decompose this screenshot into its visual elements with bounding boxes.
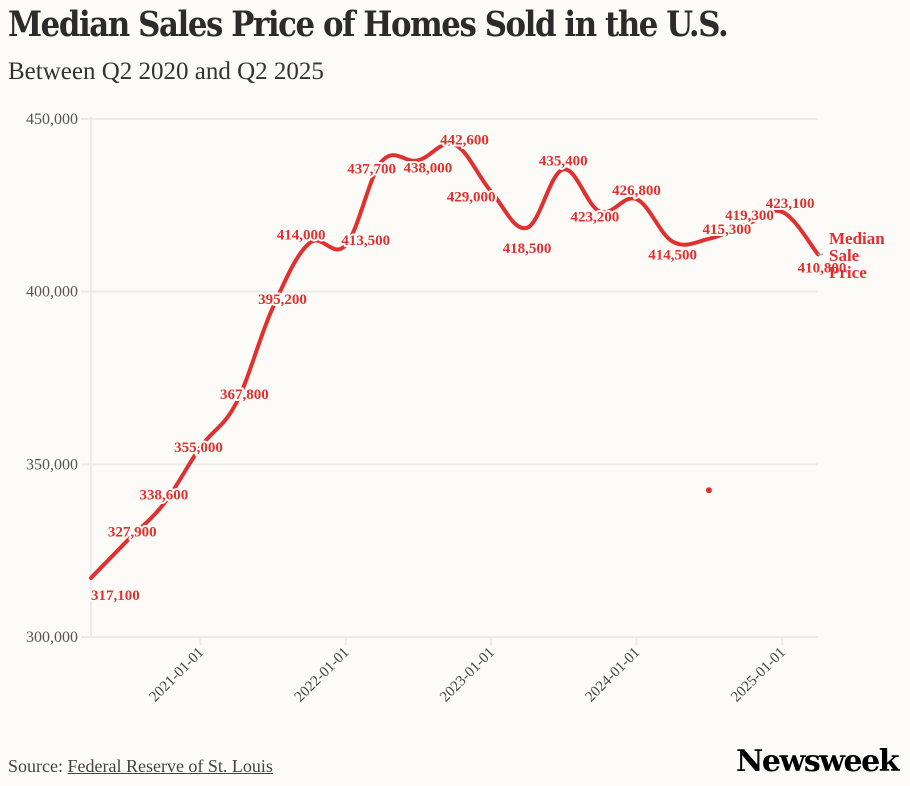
y-tick-label: 350,000	[26, 456, 78, 473]
source-note: Source: Federal Reserve of St. Louis	[8, 756, 273, 777]
data-label: 414,500	[648, 248, 697, 264]
x-axis: 2021-01-01 2022-01-01 2023-01-01 2024-01-01…	[147, 637, 789, 705]
x-tick-label: 2023-01-01	[437, 645, 498, 706]
data-label: 355,000	[174, 440, 223, 456]
data-label: 410,800	[798, 260, 847, 276]
gridlines	[81, 118, 818, 638]
data-label: 435,400	[539, 153, 588, 169]
x-tick-label: 2024-01-01	[582, 645, 643, 706]
data-label: 414,000	[277, 227, 326, 243]
y-axis: 300,000 350,000 400,000 450,000	[26, 111, 92, 646]
data-label: 395,200	[258, 292, 307, 308]
data-label: 437,700	[347, 161, 396, 177]
source-prefix: Source:	[8, 756, 68, 776]
data-label: 367,800	[220, 387, 269, 403]
y-tick-label: 300,000	[26, 629, 78, 646]
data-label: 338,600	[139, 488, 188, 504]
annotations	[705, 487, 712, 494]
data-label: 442,600	[440, 133, 489, 149]
data-label: 426,800	[612, 183, 661, 199]
data-label: 415,300	[703, 222, 752, 238]
chart-title: Median Sales Price of Homes Sold in the …	[8, 4, 729, 45]
chart-subtitle: Between Q2 2020 and Q2 2025	[8, 58, 324, 85]
y-tick-label: 400,000	[26, 284, 78, 301]
series-line-median-sale-price	[89, 141, 820, 580]
data-label: 423,200	[570, 210, 619, 226]
newsweek-logo: Newsweek	[735, 744, 900, 779]
series-label-line: Sale	[829, 246, 860, 265]
data-label: 438,000	[403, 160, 452, 176]
x-tick-label: 2022-01-01	[292, 645, 353, 706]
x-tick-label: 2025-01-01	[728, 645, 789, 706]
data-label: 413,500	[341, 233, 390, 249]
data-label: 419,300	[725, 208, 774, 224]
data-label: 418,500	[503, 241, 552, 257]
data-labels: 317,100 327,900 338,600 355,000 367,800 395,2…	[89, 131, 848, 606]
series-label-line: Median	[829, 229, 885, 248]
series-label-line: Price	[829, 263, 867, 282]
data-label: 317,100	[91, 588, 140, 604]
x-tick-label: 2021-01-01	[147, 645, 208, 706]
data-label: 429,000	[447, 190, 496, 206]
data-label: 423,100	[766, 196, 815, 212]
source-link[interactable]: Federal Reserve of St. Louis	[67, 756, 273, 776]
data-label: 327,900	[108, 525, 157, 541]
y-tick-label: 450,000	[26, 111, 78, 128]
annotation-point	[705, 487, 712, 494]
